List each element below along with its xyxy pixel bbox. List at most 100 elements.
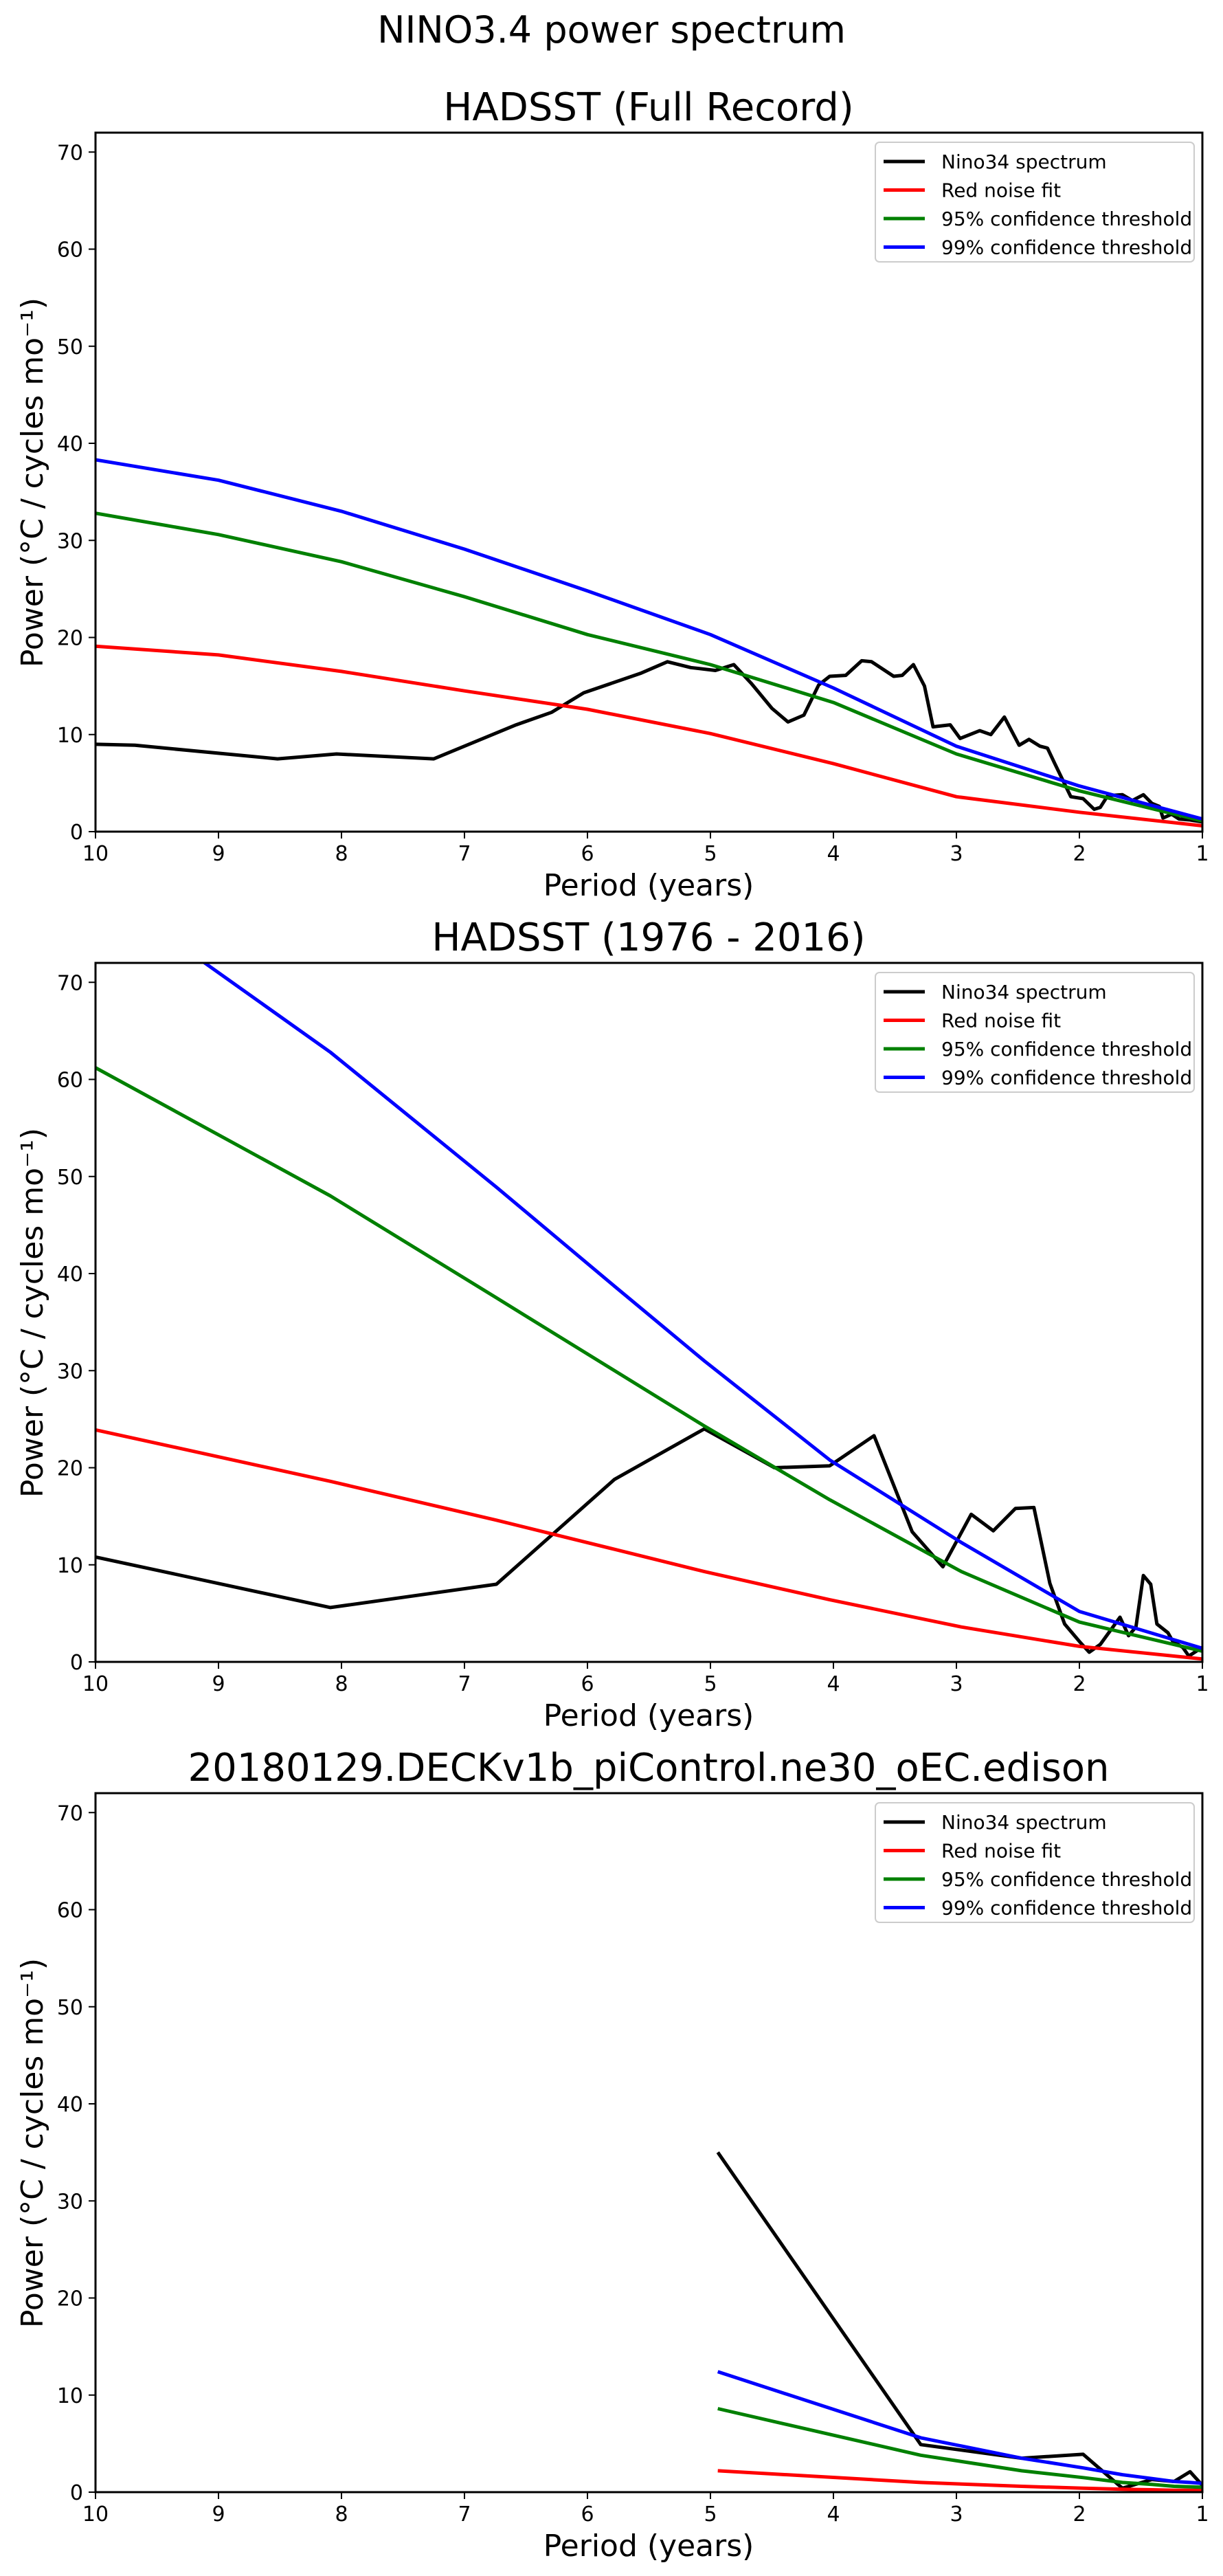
series-line-nino34-spectrum xyxy=(716,2151,1202,2490)
y-axis-label: Power (°C / cycles mo⁻¹) xyxy=(15,1128,50,1498)
y-tick-label: 60 xyxy=(57,1069,83,1093)
x-tick-label: 2 xyxy=(1073,2502,1086,2527)
x-tick-label: 3 xyxy=(950,1672,963,1696)
x-tick-label: 1 xyxy=(1196,842,1209,866)
subplot-1976-2016: HADSST (1976 - 2016) Period (years) Powe… xyxy=(15,915,1209,1733)
x-tick-label: 4 xyxy=(827,1672,840,1696)
y-tick-label: 40 xyxy=(57,2093,83,2117)
y-axis-label: Power (°C / cycles mo⁻¹) xyxy=(15,1958,50,2328)
y-tick-label: 60 xyxy=(57,238,83,263)
legend-label: Nino34 spectrum xyxy=(941,1811,1107,1834)
legend-label: Red noise fit xyxy=(941,179,1061,202)
x-tick-label: 7 xyxy=(458,842,471,866)
legend-label: Red noise fit xyxy=(941,1840,1061,1863)
series-line-red-noise-fit xyxy=(96,644,1202,828)
legend-label: 95% confidence threshold xyxy=(941,1038,1192,1061)
y-tick-label: 50 xyxy=(57,1166,83,1190)
subplot-full-record: HADSST (Full Record) Period (years) Powe… xyxy=(15,85,1209,903)
plot-area xyxy=(96,458,1202,828)
x-tick-label: 1 xyxy=(1196,1672,1209,1696)
legend-label: 95% confidence threshold xyxy=(941,208,1192,230)
x-tick-label: 10 xyxy=(82,1672,109,1696)
series-line-red-noise-fit xyxy=(96,1428,1202,1661)
series-line-nino34-spectrum xyxy=(96,1427,1202,1658)
y-tick-label: 20 xyxy=(57,2287,83,2311)
x-axis-label: Period (years) xyxy=(543,868,754,903)
y-tick-label: 40 xyxy=(57,1263,83,1287)
x-tick-label: 4 xyxy=(827,842,840,866)
y-tick-label: 10 xyxy=(57,1554,83,1578)
legend-label: 99% confidence threshold xyxy=(941,236,1192,259)
x-tick-label: 7 xyxy=(458,1672,471,1696)
figure-suptitle: NINO3.4 power spectrum xyxy=(377,8,846,52)
y-tick-label: 50 xyxy=(57,335,83,359)
legend: Nino34 spectrum Red noise fit 95% confiden… xyxy=(875,972,1195,1093)
y-axis-label: Power (°C / cycles mo⁻¹) xyxy=(15,298,50,667)
x-tick-label: 5 xyxy=(704,842,717,866)
legend-label: 99% confidence threshold xyxy=(941,1067,1192,1089)
x-tick-label: 7 xyxy=(458,2502,471,2527)
y-tick-label: 40 xyxy=(57,432,83,456)
legend-label: 95% confidence threshold xyxy=(941,1868,1192,1891)
axes-frame xyxy=(94,1792,1204,2494)
legend: Nino34 spectrum Red noise fit 95% confiden… xyxy=(875,1802,1195,1923)
x-tick-label: 9 xyxy=(212,1672,225,1696)
axes-frame xyxy=(94,962,1204,1663)
series-line-95-confidence-threshold xyxy=(717,2407,1202,2489)
x-tick-label: 3 xyxy=(950,2502,963,2527)
series-line-99-confidence-threshold xyxy=(96,458,1202,821)
y-tick-label: 70 xyxy=(57,141,83,165)
x-tick-label: 6 xyxy=(581,2502,594,2527)
series-line-99-confidence-threshold xyxy=(201,963,1202,1650)
y-tick-label: 0 xyxy=(70,821,83,845)
y-tick-label: 20 xyxy=(57,627,83,651)
x-tick-label: 3 xyxy=(950,842,963,866)
y-tick-label: 30 xyxy=(57,1359,83,1384)
legend-label: 99% confidence threshold xyxy=(941,1897,1192,1920)
x-tick-label: 2 xyxy=(1073,1672,1086,1696)
legend-box xyxy=(875,972,1195,1093)
x-tick-label: 6 xyxy=(581,842,594,866)
axes-frame xyxy=(94,131,1204,833)
x-tick-label: 4 xyxy=(827,2502,840,2527)
x-tick-label: 10 xyxy=(82,842,109,866)
y-tick-label: 30 xyxy=(57,2190,83,2214)
x-tick-label: 1 xyxy=(1196,2502,1209,2527)
subplot-model-run: 20180129.DECKv1b_piControl.ne30_oEC.edis… xyxy=(15,1746,1209,2564)
x-tick-label: 8 xyxy=(335,2502,348,2527)
plot-area xyxy=(716,2151,1202,2492)
y-tick-label: 10 xyxy=(57,724,83,748)
x-axis-label: Period (years) xyxy=(543,1698,754,1733)
x-tick-label: 5 xyxy=(704,2502,717,2527)
series-line-95-confidence-threshold xyxy=(96,511,1202,823)
y-tick-label: 20 xyxy=(57,1457,83,1481)
x-tick-label: 2 xyxy=(1073,842,1086,866)
subplot-title: HADSST (Full Record) xyxy=(443,85,853,130)
y-tick-label: 60 xyxy=(57,1899,83,1923)
y-tick-label: 0 xyxy=(70,2481,83,2505)
y-tick-label: 70 xyxy=(57,971,83,995)
subplot-title: 20180129.DECKv1b_piControl.ne30_oEC.edis… xyxy=(188,1746,1109,1790)
y-tick-label: 10 xyxy=(57,2384,83,2408)
x-tick-label: 6 xyxy=(581,1672,594,1696)
x-tick-label: 9 xyxy=(212,842,225,866)
legend-box xyxy=(875,1802,1195,1923)
legend: Nino34 spectrum Red noise fit 95% confiden… xyxy=(875,142,1195,263)
series-line-99-confidence-threshold xyxy=(717,2370,1202,2485)
legend-label: Red noise fit xyxy=(941,1010,1061,1032)
series-line-95-confidence-threshold xyxy=(96,1066,1202,1653)
subplot-title: HADSST (1976 - 2016) xyxy=(431,915,865,960)
x-tick-label: 5 xyxy=(704,1672,717,1696)
y-tick-label: 0 xyxy=(70,1651,83,1675)
y-tick-label: 30 xyxy=(57,529,83,553)
x-axis-label: Period (years) xyxy=(543,2529,754,2564)
x-tick-label: 8 xyxy=(335,1672,348,1696)
plot-area xyxy=(96,963,1202,1661)
y-tick-label: 70 xyxy=(57,1801,83,1825)
y-tick-label: 50 xyxy=(57,1996,83,2020)
x-tick-label: 9 xyxy=(212,2502,225,2527)
x-tick-label: 8 xyxy=(335,842,348,866)
legend-label: Nino34 spectrum xyxy=(941,981,1107,1003)
series-line-nino34-spectrum xyxy=(96,658,1202,824)
